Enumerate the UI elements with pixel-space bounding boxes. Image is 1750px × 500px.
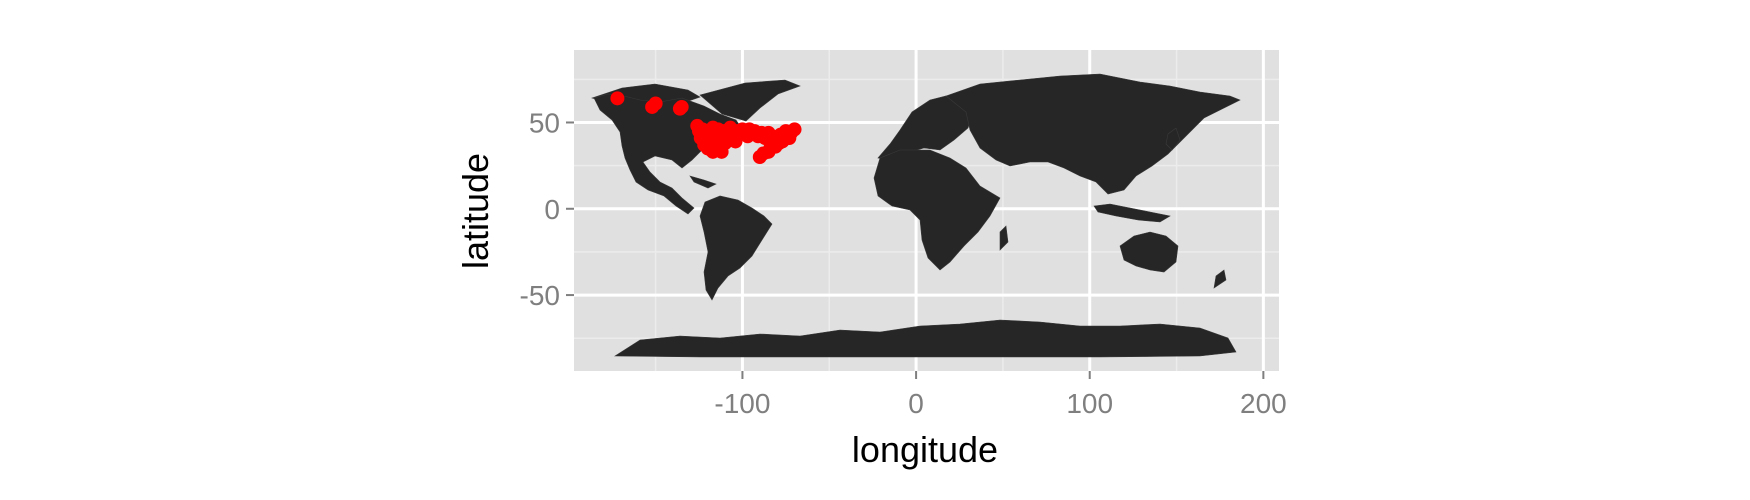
data-point bbox=[728, 134, 743, 149]
tick-labels: -100 0 100 200 50 0 -50 bbox=[520, 107, 1287, 419]
y-tick-label: -50 bbox=[520, 280, 560, 311]
occurrence-points bbox=[610, 91, 802, 164]
x-tick-label: 0 bbox=[908, 388, 924, 419]
land-south-america bbox=[699, 195, 773, 301]
world-landmass bbox=[591, 73, 1241, 358]
land-greenland bbox=[699, 79, 801, 122]
land-caribbean bbox=[689, 175, 717, 189]
y-tick-label: 0 bbox=[544, 194, 560, 225]
land-madagascar bbox=[999, 225, 1009, 251]
x-tick-label: -100 bbox=[714, 388, 770, 419]
data-point bbox=[787, 122, 802, 137]
x-tick-label: 100 bbox=[1066, 388, 1113, 419]
x-axis-title: longitude bbox=[852, 429, 998, 470]
land-indonesia bbox=[1093, 203, 1171, 223]
x-tick-label: 200 bbox=[1240, 388, 1287, 419]
land-new-zealand bbox=[1213, 269, 1227, 289]
data-point bbox=[648, 96, 663, 111]
data-point bbox=[674, 99, 689, 114]
data-point bbox=[610, 91, 625, 106]
land-antarctica bbox=[613, 319, 1237, 358]
land-japan bbox=[1165, 127, 1181, 151]
axis-ticks bbox=[566, 121, 1265, 379]
land-asia bbox=[945, 73, 1241, 195]
y-axis-title: latitude bbox=[455, 153, 496, 269]
land-australia bbox=[1119, 231, 1179, 273]
land-africa bbox=[873, 149, 1001, 271]
y-tick-label: 50 bbox=[529, 107, 560, 138]
